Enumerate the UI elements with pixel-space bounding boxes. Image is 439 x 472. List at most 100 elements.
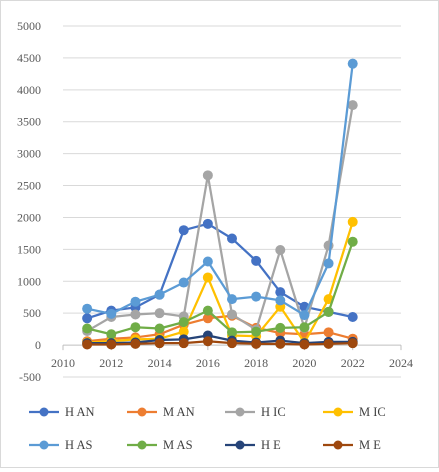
y-tick-label: 3500: [17, 115, 41, 129]
y-tick-label: 2000: [17, 210, 41, 224]
data-point: [106, 308, 117, 319]
y-tick-label: 3000: [17, 147, 41, 161]
y-tick-label: 0: [35, 338, 41, 352]
x-tick-label: 2018: [244, 356, 268, 370]
data-point: [227, 309, 237, 320]
legend-label: H AS: [65, 438, 92, 452]
y-tick-label: 5000: [17, 19, 41, 33]
legend: H AN M AN H IC M IC H AS M AS H E M E: [29, 405, 386, 452]
legend-label: M IC: [359, 405, 386, 419]
data-point: [347, 338, 358, 349]
data-point: [347, 312, 358, 323]
data-point: [275, 287, 286, 298]
y-tick-label: -500: [19, 370, 41, 384]
data-point: [106, 339, 117, 350]
data-point: [347, 216, 358, 227]
legend-item: M IC: [323, 405, 386, 419]
legend-item: H AN: [29, 405, 95, 419]
legend-item: H AS: [29, 438, 92, 452]
data-point: [251, 255, 262, 266]
y-tick-label: 1500: [17, 242, 41, 256]
legend-swatch-marker: [235, 440, 245, 450]
data-point: [299, 310, 310, 321]
series-m-e: [82, 336, 358, 350]
data-point: [347, 58, 358, 69]
data-point: [251, 291, 262, 302]
y-tick-label: 1000: [17, 274, 41, 288]
data-point: [323, 327, 334, 338]
legend-swatch-marker: [137, 407, 147, 417]
data-point: [202, 170, 213, 181]
data-point: [347, 100, 358, 111]
legend-label: M AS: [163, 438, 193, 452]
series-lines: [82, 58, 358, 350]
data-point: [275, 245, 286, 256]
legend-item: H IC: [225, 405, 286, 419]
data-point: [202, 336, 213, 347]
data-point: [178, 326, 189, 337]
data-point: [82, 339, 93, 350]
data-point: [82, 303, 93, 314]
legend-label: H AN: [65, 405, 95, 419]
data-point: [299, 339, 310, 350]
data-point: [299, 322, 310, 333]
legend-swatch-marker: [333, 440, 343, 450]
data-point: [202, 256, 213, 267]
legend-swatch-marker: [333, 407, 343, 417]
gridlines: [63, 25, 401, 378]
legend-swatch-marker: [39, 440, 49, 450]
data-point: [106, 329, 117, 340]
y-tick-label: 500: [23, 306, 41, 320]
data-point: [178, 338, 189, 349]
data-point: [154, 338, 165, 349]
data-point: [323, 306, 334, 317]
legend-item: M AS: [127, 438, 193, 452]
x-tick-label: 2020: [292, 356, 316, 370]
series-h-ic: [82, 100, 358, 337]
data-point: [227, 233, 237, 244]
data-point: [154, 308, 165, 319]
series-line: [86, 240, 354, 336]
data-point: [202, 218, 213, 229]
y-tick-label: 2500: [17, 179, 41, 193]
x-tick-label: 2014: [148, 356, 172, 370]
data-point: [227, 327, 237, 338]
data-point: [323, 338, 334, 349]
data-point: [202, 272, 213, 283]
data-point: [251, 338, 262, 349]
legend-label: M AN: [163, 405, 195, 419]
legend-label: H IC: [261, 405, 286, 419]
x-tick-label: 2022: [341, 356, 365, 370]
x-tick-label: 2010: [51, 356, 75, 370]
data-point: [130, 296, 141, 307]
series-h-as: [82, 58, 358, 321]
data-point: [227, 294, 237, 305]
data-point: [251, 326, 262, 337]
data-point: [178, 225, 189, 236]
data-point: [130, 309, 141, 320]
data-point: [154, 289, 165, 300]
legend-swatch-marker: [137, 440, 147, 450]
legend-swatch-marker: [235, 407, 245, 417]
data-point: [202, 313, 213, 324]
data-point: [202, 305, 213, 316]
x-tick-label: 2016: [196, 356, 220, 370]
x-tick-label: 2024: [389, 356, 413, 370]
x-tick-label: 2012: [99, 356, 123, 370]
data-point: [178, 277, 189, 288]
legend-item: H E: [225, 438, 281, 452]
legend-swatch-marker: [39, 407, 49, 417]
legend-label: M E: [359, 438, 381, 452]
legend-label: H E: [261, 438, 281, 452]
y-tick-label: 4000: [17, 83, 41, 97]
data-point: [227, 338, 237, 349]
data-point: [323, 258, 334, 269]
tick-labels: -500 0 500 1000 1500 2000 2500 3000 3500 4000 4500…: [17, 19, 413, 384]
series-line: [86, 62, 354, 317]
data-point: [82, 313, 93, 324]
data-point: [275, 322, 286, 333]
data-point: [154, 323, 165, 334]
data-point: [178, 317, 189, 328]
